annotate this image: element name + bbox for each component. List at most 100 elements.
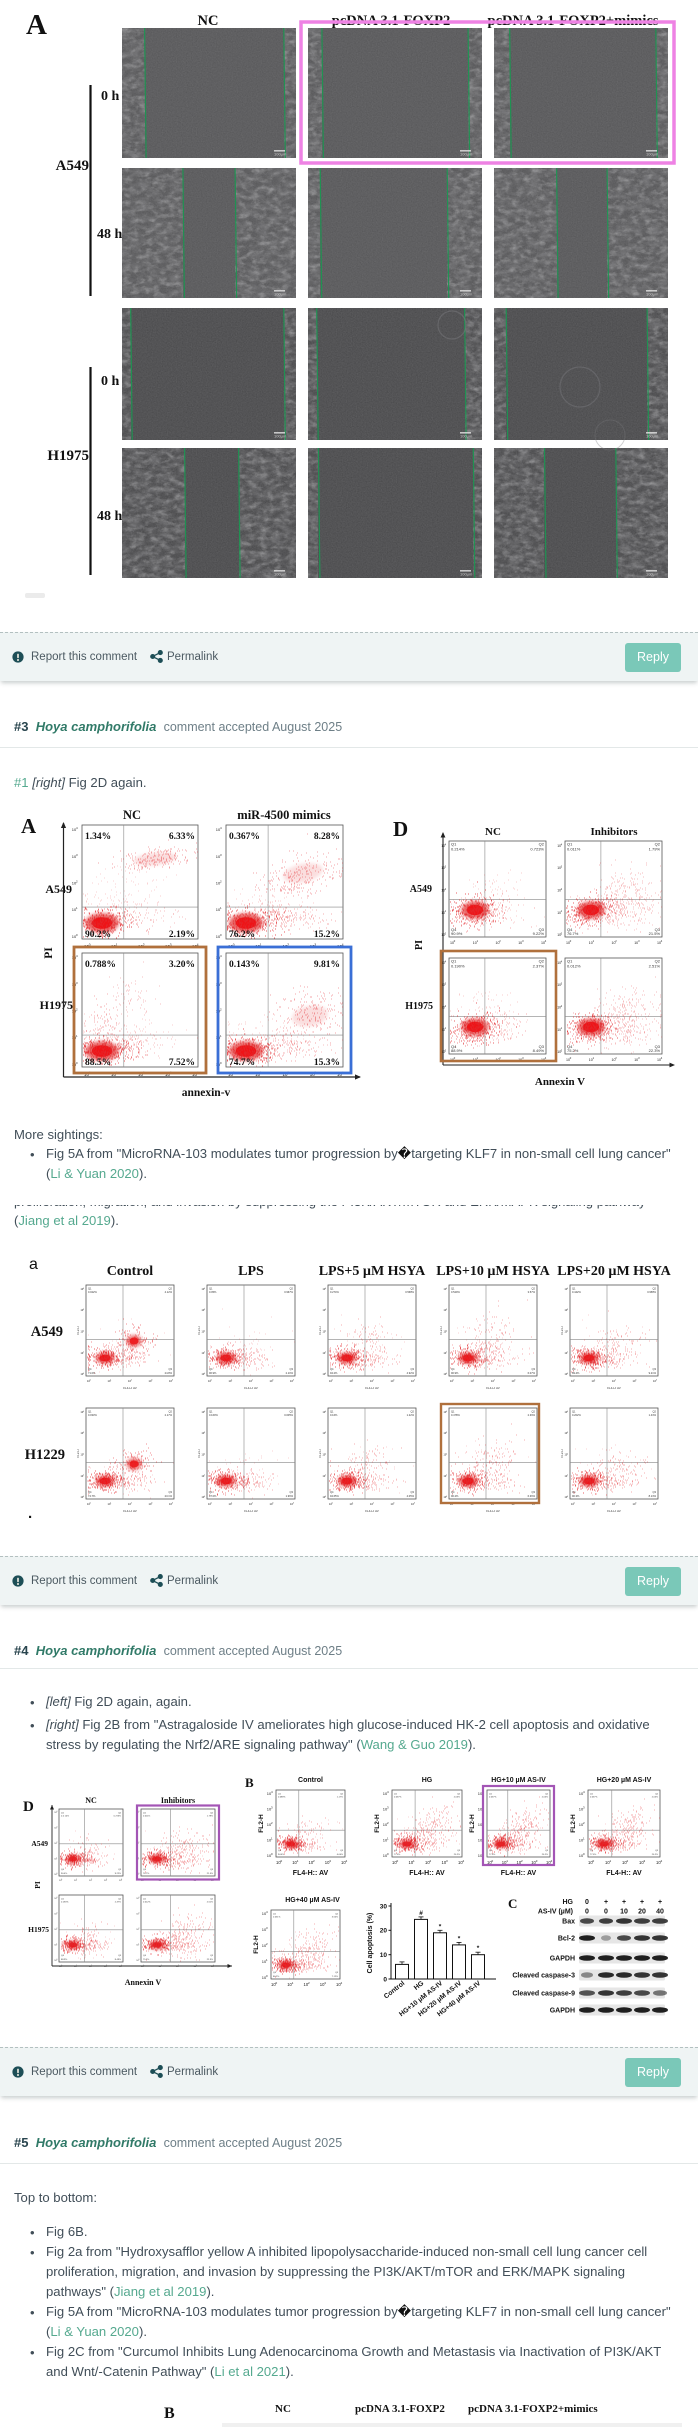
svg-text:10: 10 [383,1838,388,1843]
svg-text:GAPDH: GAPDH [550,1956,575,1963]
svg-text:77.0%: 77.0% [590,1854,596,1856]
svg-text:10: 10 [512,1379,515,1383]
svg-text:21.5%: 21.5% [207,1873,213,1875]
svg-text:10: 10 [391,1502,394,1506]
svg-text:Q4: Q4 [451,1367,455,1371]
svg-text:0.478%: 0.478% [451,1413,460,1417]
svg-text:10: 10 [81,1475,84,1478]
svg-text:HG+10 µM AS-IV: HG+10 µM AS-IV [491,1777,546,1784]
svg-text:2: 2 [445,1005,447,1008]
svg-text:10: 10 [441,983,445,987]
svg-text:Q3: Q3 [118,1955,122,1957]
svg-text:10: 10 [202,1454,205,1457]
svg-text:1: 1 [567,1352,568,1354]
svg-text:FL4-H: AV: FL4-H: AV [607,1509,621,1513]
svg-text:A: A [21,814,37,838]
svg-text:Q4: Q4 [567,1044,573,1049]
svg-text:10: 10 [202,1309,205,1312]
svg-text:90.3%: 90.3% [572,1494,580,1498]
svg-text:10: 10 [579,1807,584,1812]
svg-text:10: 10 [565,1454,568,1457]
svg-text:10: 10 [216,827,221,832]
svg-text:0.037%: 0.037% [489,1797,496,1799]
svg-text:10: 10 [270,1502,273,1506]
svg-text:4: 4 [220,826,222,830]
svg-text:*: * [477,1945,480,1952]
svg-text:4: 4 [139,1897,140,1899]
svg-text:FL4-H: AV: FL4-H: AV [123,1386,137,1390]
svg-text:Q4: Q4 [61,1955,65,1957]
svg-text:1.43%: 1.43% [649,1413,657,1417]
svg-text:Q2: Q2 [210,1813,214,1815]
svg-text:10: 10 [557,1028,561,1032]
svg-text:Q3: Q3 [340,1850,344,1852]
svg-text:3: 3 [446,1859,448,1863]
svg-text:Q2: Q2 [539,959,545,964]
svg-text:10: 10 [159,1966,162,1968]
svg-text:1: 1 [594,1503,595,1505]
svg-text:0.05%: 0.05% [209,1290,217,1294]
svg-text:4: 4 [76,954,78,958]
svg-text:1: 1 [110,1380,111,1382]
svg-text:4: 4 [463,1859,465,1863]
svg-text:10: 10 [441,1006,445,1010]
svg-text:0: 0 [383,1976,387,1983]
svg-text:10: 10 [290,1502,293,1506]
svg-text:10: 10 [566,941,570,945]
svg-text:8.49%: 8.49% [533,1048,545,1053]
svg-text:10: 10 [81,1331,84,1334]
svg-text:1: 1 [83,1475,84,1477]
svg-text:10: 10 [194,1966,197,1968]
svg-text:0: 0 [445,1049,447,1052]
svg-text:10: 10 [633,1379,636,1383]
svg-text:0.190%: 0.190% [61,1902,68,1904]
svg-text:0.529%: 0.529% [451,1290,460,1294]
svg-text:10: 10 [653,1379,656,1383]
svg-text:10: 10 [323,1496,326,1499]
svg-text:0.788%: 0.788% [85,960,116,970]
svg-text:10: 10 [292,1860,297,1865]
svg-text:3: 3 [522,1056,524,1060]
svg-text:3: 3 [325,1309,326,1311]
svg-text:10: 10 [565,1411,568,1414]
svg-text:10: 10 [532,1379,535,1383]
svg-text:Q3: Q3 [655,1850,659,1852]
svg-text:30: 30 [380,1903,388,1910]
svg-text:FL4-H:: AV: FL4-H:: AV [409,1870,445,1877]
svg-text:20.2%: 20.2% [652,1854,658,1856]
svg-text:10: 10 [557,889,561,893]
svg-text:2.10%: 2.10% [286,1371,294,1375]
svg-text:2.17%: 2.17% [165,1413,173,1417]
svg-text:FL2-H: FL2-H [318,1326,322,1334]
svg-text:2: 2 [57,1842,58,1844]
svg-text:0.190%: 0.190% [451,964,465,969]
svg-text:10: 10 [309,1860,314,1865]
svg-text:10: 10 [411,1502,414,1506]
svg-text:10: 10 [267,1807,272,1812]
svg-text:Q4: Q4 [451,927,457,932]
svg-text:1: 1 [477,1056,479,1060]
svg-text:FL4-H: AV: FL4-H: AV [365,1509,379,1513]
svg-text:71.0%: 71.0% [88,1371,96,1375]
svg-text:2: 2 [252,1503,253,1505]
svg-text:10: 10 [202,1411,205,1414]
svg-text:10: 10 [262,1943,267,1948]
svg-text:10: 10 [128,1379,131,1383]
svg-text:Q4: Q4 [489,1850,493,1852]
svg-text:3: 3 [83,1309,84,1311]
svg-text:4: 4 [325,1411,326,1413]
svg-text:10: 10 [589,941,593,945]
svg-text:FL2-H: FL2-H [469,1814,476,1833]
svg-text:Q3: Q3 [335,1972,339,1974]
svg-text:0: 0 [211,1380,212,1382]
svg-text:0: 0 [90,1380,91,1382]
svg-text:2: 2 [387,1821,389,1825]
svg-text:0.214%: 0.214% [451,847,465,852]
svg-text:0: 0 [604,1909,608,1916]
svg-text:0: 0 [204,1373,205,1375]
svg-text:9.22%: 9.22% [115,1873,121,1875]
svg-text:2: 2 [567,1330,568,1332]
svg-text:8.49%: 8.49% [115,1959,121,1961]
svg-text:4: 4 [266,1910,268,1914]
svg-text:4: 4 [387,1790,389,1794]
